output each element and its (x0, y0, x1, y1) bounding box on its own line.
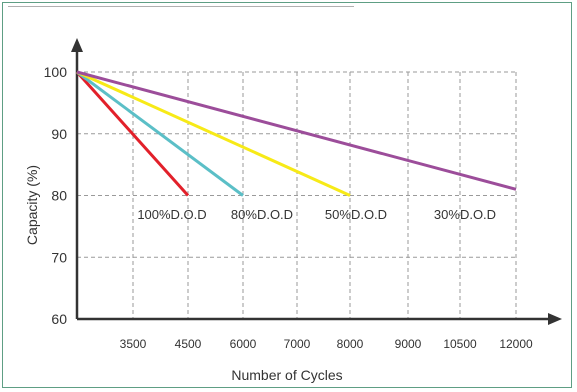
grid-lines (77, 71, 517, 319)
x-tick-label: 6000 (230, 337, 257, 351)
x-tick-label: 12000 (499, 337, 533, 351)
series-line (76, 70, 517, 191)
axes (71, 38, 562, 325)
series-line (75, 70, 190, 197)
x-axis-arrow (548, 313, 562, 325)
x-tick-label: 3500 (120, 337, 147, 351)
series-lines (75, 70, 517, 197)
y-tick-label: 100 (44, 64, 68, 80)
y-tick-label: 60 (51, 311, 67, 327)
x-tick-label: 8000 (337, 337, 364, 351)
series-label: 100%D.O.D (137, 207, 206, 222)
series-labels: 100%D.O.D 80%D.O.D 50%D.O.D 30%D.O.D (137, 207, 496, 222)
series-label: 50%D.O.D (325, 207, 387, 222)
x-tick-label: 7000 (284, 337, 311, 351)
x-tick-labels: 3500 4500 6000 7000 8000 9000 10500 12000 (120, 337, 533, 351)
header-rule (8, 6, 354, 7)
series-label: 80%D.O.D (231, 207, 293, 222)
y-tick-label: 80 (51, 188, 67, 204)
x-axis-label: Number of Cycles (231, 367, 342, 383)
x-tick-label: 9000 (395, 337, 422, 351)
x-tick-label: 10500 (443, 337, 477, 351)
series-line (76, 70, 244, 197)
x-tick-label: 4500 (175, 337, 202, 351)
series-label: 30%D.O.D (434, 207, 496, 222)
y-axis-label: Capacity (%) (24, 165, 40, 245)
y-tick-label: 70 (51, 249, 67, 265)
y-axis-arrow (71, 38, 83, 52)
y-tick-label: 90 (51, 126, 67, 142)
series-line (76, 70, 351, 197)
y-tick-labels: 60 70 80 90 100 (44, 64, 68, 327)
